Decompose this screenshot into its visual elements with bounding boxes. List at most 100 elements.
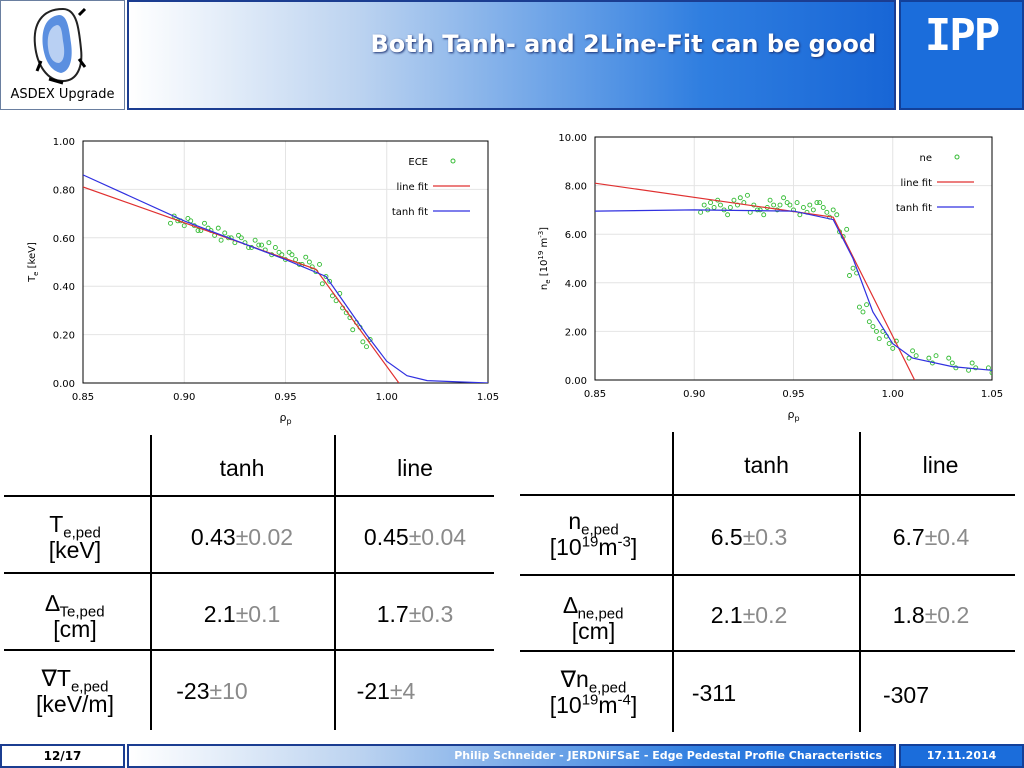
y-axis-label: Te [keV] — [27, 242, 40, 283]
data-point — [306, 259, 312, 265]
data-point — [330, 293, 335, 299]
x-tick-label: 1.00 — [882, 389, 904, 400]
data-point — [319, 281, 325, 287]
te-results-table: tanh line Te,ped [keV] 0.43±0.02 0.45±0.0… — [0, 435, 500, 735]
data-point — [800, 205, 806, 210]
data-point — [185, 215, 191, 221]
ipp-logo: IPP — [899, 0, 1024, 110]
data-point — [327, 278, 333, 284]
x-tick-label: 0.95 — [274, 392, 296, 403]
grad-te-line: -21±4 — [356, 678, 416, 704]
grad-ne-line: -307 — [882, 682, 930, 708]
y-axis-label: ne [1019 m-3] — [537, 227, 552, 290]
data-point — [317, 261, 322, 267]
tokamak-cross-section-icon — [33, 7, 87, 85]
data-point — [771, 202, 777, 208]
x-tick-label: 0.85 — [584, 389, 606, 400]
data-point — [874, 328, 879, 334]
row-label-grad-ne: ∇ne,ped [1019m-4] — [549, 666, 638, 718]
y-tick-label: 0.60 — [53, 234, 75, 245]
plot-area — [83, 174, 488, 383]
data-point — [994, 363, 998, 367]
ipp-logo-text: IPP — [924, 10, 1000, 61]
plot-frame — [594, 136, 993, 381]
data-point — [781, 195, 787, 201]
fit-line — [83, 186, 400, 383]
data-point — [969, 360, 975, 366]
ne-profile-chart: 0.85 0.90 0.95 1.00 1.05 0.00 2.00 4.00 6.00 8.00… — [537, 133, 1003, 423]
data-point — [946, 355, 952, 361]
data-point — [727, 205, 733, 210]
title-bar: Both Tanh- and 2Line-Fit can be good — [127, 0, 896, 110]
x-tick-label: 0.90 — [173, 392, 195, 403]
delta-ne-tanh: 2.1±0.2 — [710, 602, 788, 628]
fit-line — [83, 174, 488, 383]
x-tick-label: 0.85 — [72, 392, 94, 403]
data-point — [933, 353, 939, 359]
y-tick-label: 0.20 — [53, 331, 75, 342]
y-tick-label: 4.00 — [565, 279, 587, 290]
data-point — [259, 242, 265, 248]
legend-label: line fit — [397, 182, 429, 193]
asdex-logo: ASDEX Upgrade — [0, 0, 125, 110]
data-point — [725, 212, 731, 218]
col-header-tanh: tanh — [219, 455, 265, 481]
data-point — [236, 232, 241, 238]
data-point — [761, 212, 767, 218]
footer-date: 17.11.2014 — [899, 744, 1024, 768]
data-point — [787, 202, 793, 208]
data-point — [860, 309, 866, 315]
data-point — [807, 202, 813, 208]
footer-bar: Philip Schneider - JERDNiFSaE - Edge Ped… — [127, 744, 896, 768]
data-point — [168, 220, 173, 226]
grad-te-tanh: -23±10 — [176, 678, 248, 704]
col-header-line: line — [397, 455, 433, 481]
te-ped-line: 0.45±0.04 — [363, 524, 467, 550]
data-point — [708, 200, 713, 206]
ne-ped-line: 6.7±0.4 — [892, 524, 970, 550]
te-profile-chart: 0.85 0.90 0.95 1.00 1.05 0.00 0.20 0.40 0.60 0.80… — [27, 137, 499, 426]
y-tick-label: 8.00 — [565, 182, 587, 193]
data-point — [754, 207, 760, 213]
data-point — [744, 192, 750, 198]
data-point — [876, 336, 882, 342]
data-point — [989, 370, 992, 376]
data-point — [252, 237, 258, 243]
data-point — [364, 344, 369, 350]
x-tick-label: 1.05 — [981, 389, 1003, 400]
data-point — [718, 202, 723, 208]
y-tick-label: 10.00 — [558, 133, 587, 144]
data-point — [256, 242, 262, 248]
data-point — [731, 197, 737, 203]
te-ped-tanh: 0.43±0.02 — [190, 524, 294, 550]
x-tick-label: 1.05 — [477, 392, 499, 403]
data-point — [202, 220, 207, 226]
legend-label: tanh fit — [896, 203, 932, 214]
y-tick-label: 1.00 — [53, 137, 75, 148]
data-point — [814, 200, 820, 206]
y-tick-label: 0.00 — [53, 379, 75, 390]
data-point — [218, 237, 224, 243]
data-point — [834, 212, 840, 218]
slide-title: Both Tanh- and 2Line-Fit can be good — [370, 30, 876, 58]
data-point — [222, 230, 228, 236]
data-point — [966, 367, 972, 373]
fit-line — [595, 209, 992, 371]
data-point — [817, 200, 823, 206]
data-point — [711, 205, 717, 210]
data-point — [360, 339, 366, 345]
data-point — [784, 200, 790, 206]
x-axis-label: ρp — [787, 408, 799, 423]
data-point — [850, 265, 856, 271]
data-point — [973, 365, 979, 371]
data-point — [824, 209, 830, 215]
legend-label: ECE — [408, 157, 428, 168]
col-header-line: line — [922, 452, 959, 478]
data-point — [181, 223, 187, 229]
page-number: 12/17 — [0, 744, 125, 768]
y-tick-label: 0.80 — [53, 185, 75, 196]
y-tick-label: 2.00 — [565, 327, 587, 338]
data-point — [890, 345, 896, 351]
data-point — [794, 200, 800, 206]
data-point — [289, 252, 295, 258]
